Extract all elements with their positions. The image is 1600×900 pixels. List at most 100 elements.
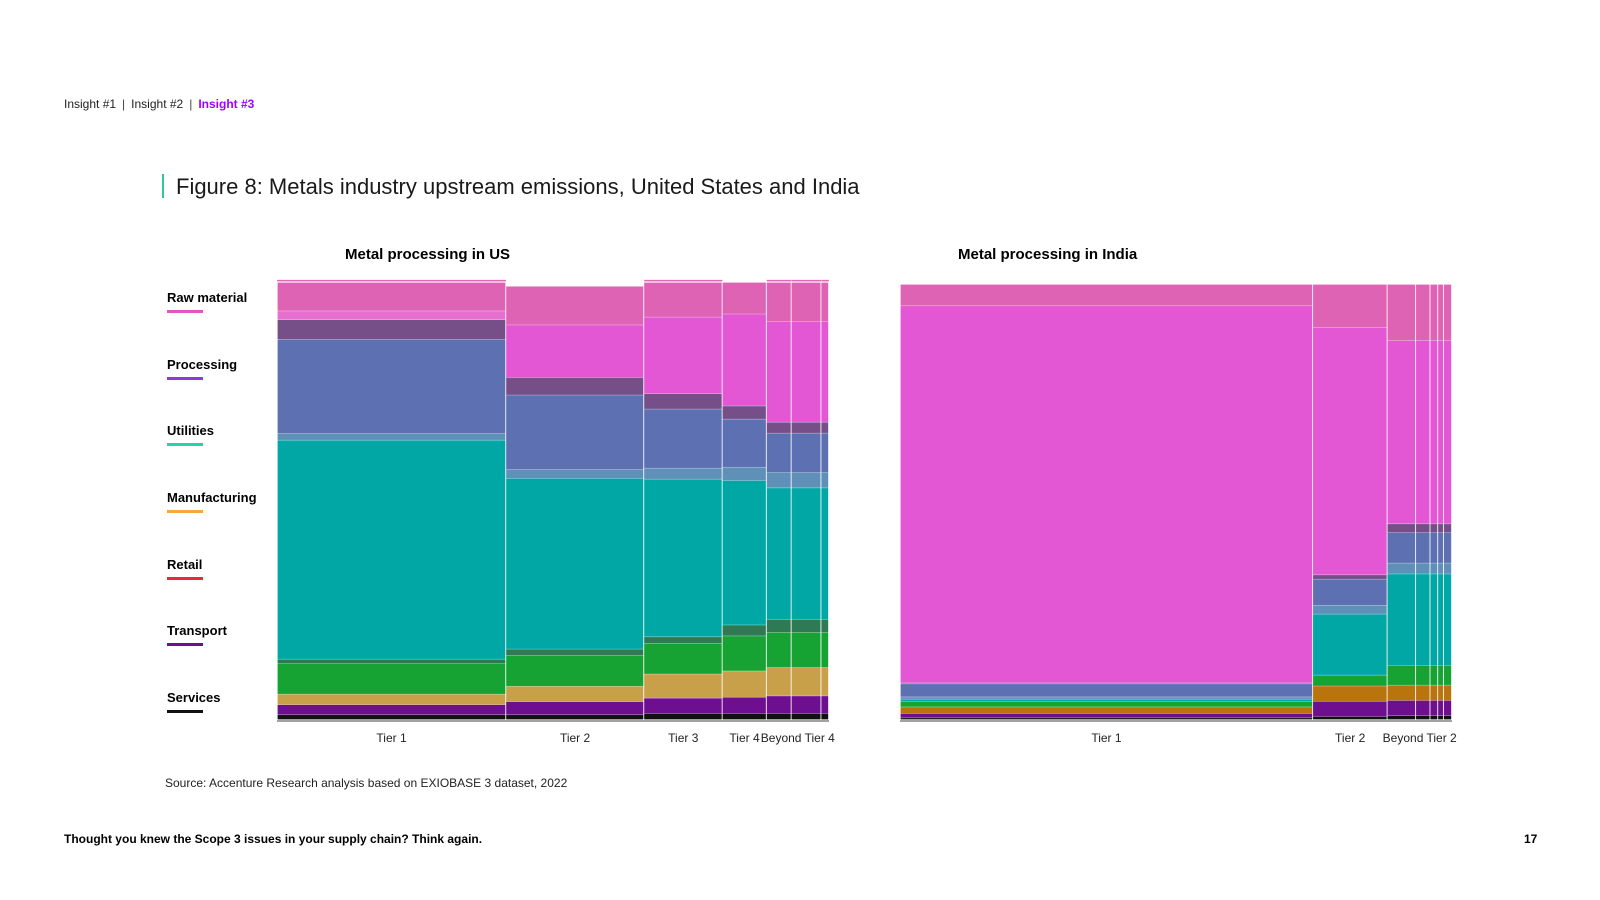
segment-utilities-green-tier-4: [722, 635, 767, 672]
segment-manufacturing-beyond-tier-4-0: [766, 667, 792, 697]
segment-utilities-beyond-tier-4-1: [791, 487, 822, 620]
segment-utilities-dark-tier-2: [505, 648, 645, 656]
segment-processing-beyond-tier-2-3: [1437, 532, 1445, 564]
segment-processing-light-tier-2: [505, 469, 645, 479]
segment-raw-material-rose-tier-4: [722, 281, 767, 315]
segment-manufacturing-beyond-tier-2-4: [1443, 684, 1453, 701]
segment-utilities-beyond-tier-4-0: [766, 487, 792, 620]
segment-raw-material-rose-beyond-tier-2-2: [1430, 283, 1439, 341]
segment-raw-material-rose-beyond-tier-4-1: [791, 279, 822, 322]
segment-utilities-dark-tier-1: [276, 658, 507, 664]
segment-utilities-tier-1: [899, 698, 1314, 702]
segment-processing-light-beyond-tier-2-2: [1430, 562, 1439, 575]
legend-swatch: [167, 310, 203, 313]
segment-transport-beyond-tier-4-2: [820, 695, 830, 714]
segment-raw-material-beyond-tier-2-2: [1430, 340, 1439, 525]
segment-utilities-green-tier-1: [276, 663, 507, 695]
x-tick-label-tier-2: Tier 2: [1335, 731, 1366, 745]
segment-raw-material-tier-2: [505, 324, 645, 378]
breadcrumb-insight-2[interactable]: Insight #2: [131, 97, 184, 111]
legend-item-manufacturing: Manufacturing: [167, 490, 257, 513]
segment-services-tier-1: [276, 714, 507, 721]
legend-item-services: Services: [167, 690, 221, 713]
breadcrumb: Insight #1 | Insight #2 | Insight #3: [64, 97, 254, 111]
x-tick-label-tier-2: Tier 2: [560, 731, 591, 745]
segment-utilities-green-beyond-tier-2-2: [1430, 665, 1439, 686]
x-tick-label-tier-1: Tier 1: [376, 731, 407, 745]
segment-processing-tier-4: [722, 418, 767, 468]
segment-processing-dark-beyond-tier-4-2: [820, 421, 830, 434]
segment-processing-tier-2: [505, 394, 645, 470]
segment-utilities-green-beyond-tier-2-0: [1387, 665, 1417, 686]
segment-processing-light-beyond-tier-4-1: [791, 472, 822, 489]
segment-utilities-green-beyond-tier-2-1: [1415, 665, 1431, 686]
breadcrumb-separator: |: [189, 97, 193, 111]
legend-swatch: [167, 377, 203, 380]
segment-utilities-tier-4: [722, 480, 767, 626]
legend-label: Services: [167, 690, 221, 705]
segment-manufacturing-beyond-tier-4-2: [820, 667, 830, 697]
segment-services-beyond-tier-2-0: [1387, 715, 1417, 721]
segment-raw-material-rose-tier-2: [505, 286, 645, 326]
legend-label: Retail: [167, 557, 203, 572]
legend-label: Transport: [167, 623, 227, 638]
segment-raw-material-rose-beyond-tier-4-2: [820, 279, 830, 322]
page-number: 17: [1524, 832, 1538, 846]
segment-processing-dark-beyond-tier-2-0: [1387, 523, 1417, 533]
segment-processing-beyond-tier-4-2: [820, 432, 830, 473]
segment-transport-tier-1: [899, 713, 1314, 719]
segment-manufacturing-beyond-tier-2-1: [1415, 684, 1431, 701]
segment-processing-tier-3: [643, 408, 723, 469]
segment-utilities-green-tier-2: [1312, 674, 1388, 687]
segment-raw-material-rose-tier-2: [1312, 283, 1388, 328]
segment-processing-dark-beyond-tier-4-0: [766, 421, 792, 434]
plot-frame: [276, 281, 830, 721]
segment-processing-beyond-tier-4-1: [791, 432, 822, 473]
legend-item-transport: Transport: [167, 623, 227, 646]
segment-services-beyond-tier-2-3: [1437, 715, 1445, 721]
breadcrumb-insight-3[interactable]: Insight #3: [198, 97, 255, 111]
segment-manufacturing-beyond-tier-2-2: [1430, 684, 1439, 701]
segment-raw-material-tier-4: [722, 313, 767, 407]
segment-raw-material-rose-beyond-tier-2-3: [1437, 283, 1445, 341]
legend-item-raw-material: Raw material: [167, 290, 247, 313]
segment-utilities-green-beyond-tier-4-1: [791, 632, 822, 668]
segment-transport-beyond-tier-4-0: [766, 695, 792, 714]
segment-raw-material-beyond-tier-2-0: [1387, 340, 1417, 525]
segment-manufacturing-tier-2: [1312, 685, 1388, 702]
footer-tagline: Thought you knew the Scope 3 issues in y…: [64, 832, 483, 846]
us-marimekko-chart: Tier 1 Tier 2 Tier 3 Tier 4 Beyond Tier 4: [276, 279, 835, 745]
segment-raw-material-rose-tier-1: [899, 283, 1314, 307]
source-note: Source: Accenture Research analysis base…: [165, 776, 568, 790]
segment-processing-dark-tier-2: [1312, 574, 1388, 580]
segment-transport-beyond-tier-2-0: [1387, 700, 1417, 716]
legend-item-utilities: Utilities: [167, 423, 214, 446]
segment-transport-tier-2: [505, 701, 645, 716]
segment-processing-dark-beyond-tier-2-1: [1415, 523, 1431, 533]
segment-utilities-beyond-tier-2-4: [1443, 573, 1453, 666]
segment-processing-light-beyond-tier-2-3: [1437, 562, 1445, 575]
segment-processing-dark-tier-1: [276, 319, 507, 340]
segment-utilities-dark-tier-3: [643, 636, 723, 644]
segment-processing-light-tier-1: [899, 696, 1314, 700]
segment-utilities-tier-2: [505, 477, 645, 650]
segment-utilities-dark-beyond-tier-4-1: [791, 618, 822, 633]
segment-utilities-tier-1: [276, 439, 507, 660]
segment-utilities-dark-beyond-tier-4-2: [820, 618, 830, 633]
segment-utilities-green-tier-1: [899, 700, 1314, 708]
segment-raw-material-tier-1: [899, 305, 1314, 684]
breadcrumb-separator: |: [122, 97, 126, 111]
segment-utilities-tier-3: [643, 478, 723, 638]
legend-item-processing: Processing: [167, 357, 237, 380]
segment-services-beyond-tier-2-2: [1430, 715, 1439, 721]
segment-processing-light-beyond-tier-4-2: [820, 472, 830, 489]
segment-processing-beyond-tier-2-4: [1443, 532, 1453, 564]
figure-title-text: Figure 8: Metals industry upstream emiss…: [176, 174, 860, 199]
legend-swatch: [167, 510, 203, 513]
segment-utilities-beyond-tier-2-2: [1430, 573, 1439, 666]
segment-raw-material-beyond-tier-2-4: [1443, 340, 1453, 525]
segment-raw-material-beyond-tier-4-2: [820, 321, 830, 423]
breadcrumb-insight-1[interactable]: Insight #1: [64, 97, 117, 111]
segment-raw-material-rose-tier-1: [276, 279, 507, 312]
segment-raw-material-rose-tier-3: [643, 279, 723, 318]
